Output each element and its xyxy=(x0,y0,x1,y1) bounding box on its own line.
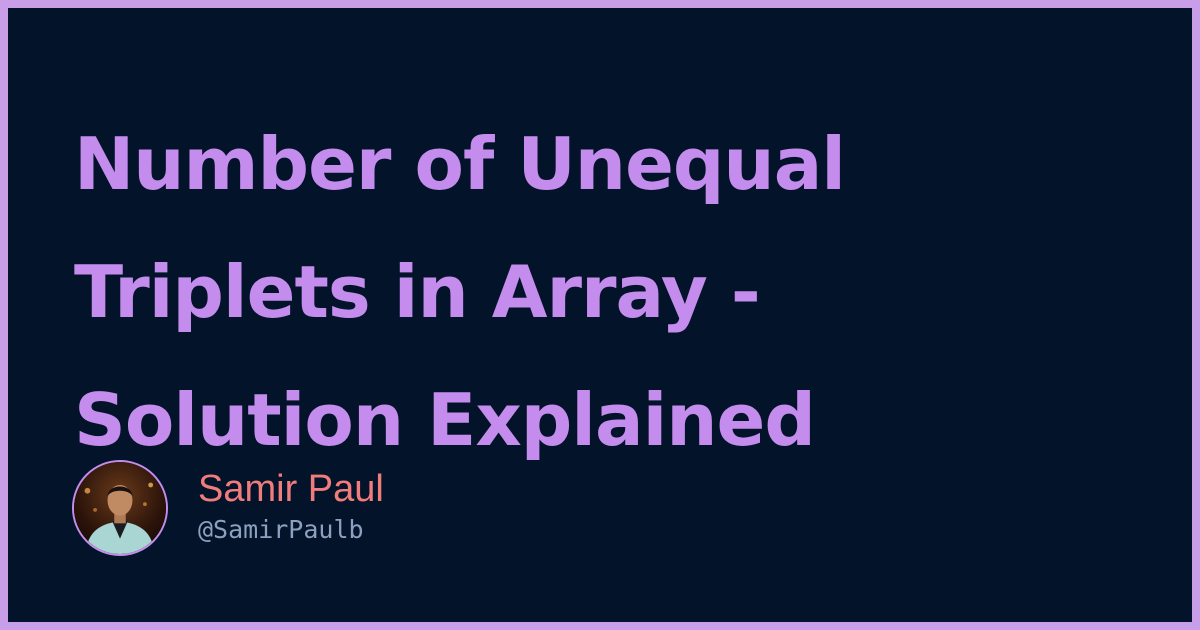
author-name: Samir Paul xyxy=(198,468,384,510)
author-handle: @SamirPaulb xyxy=(198,515,364,544)
title-line-3: Solution Explained xyxy=(74,378,816,462)
page-title: Number of Unequal Triplets in Array - So… xyxy=(74,100,974,484)
title-line-1: Number of Unequal xyxy=(74,122,846,206)
author-block: Samir Paul @SamirPaulb xyxy=(72,458,384,558)
avatar-photo xyxy=(74,462,166,554)
title-line-2: Triplets in Array - xyxy=(74,250,761,334)
avatar xyxy=(72,460,168,556)
og-card: Number of Unequal Triplets in Array - So… xyxy=(8,8,1192,622)
author-text: Samir Paul @SamirPaulb xyxy=(198,467,384,549)
